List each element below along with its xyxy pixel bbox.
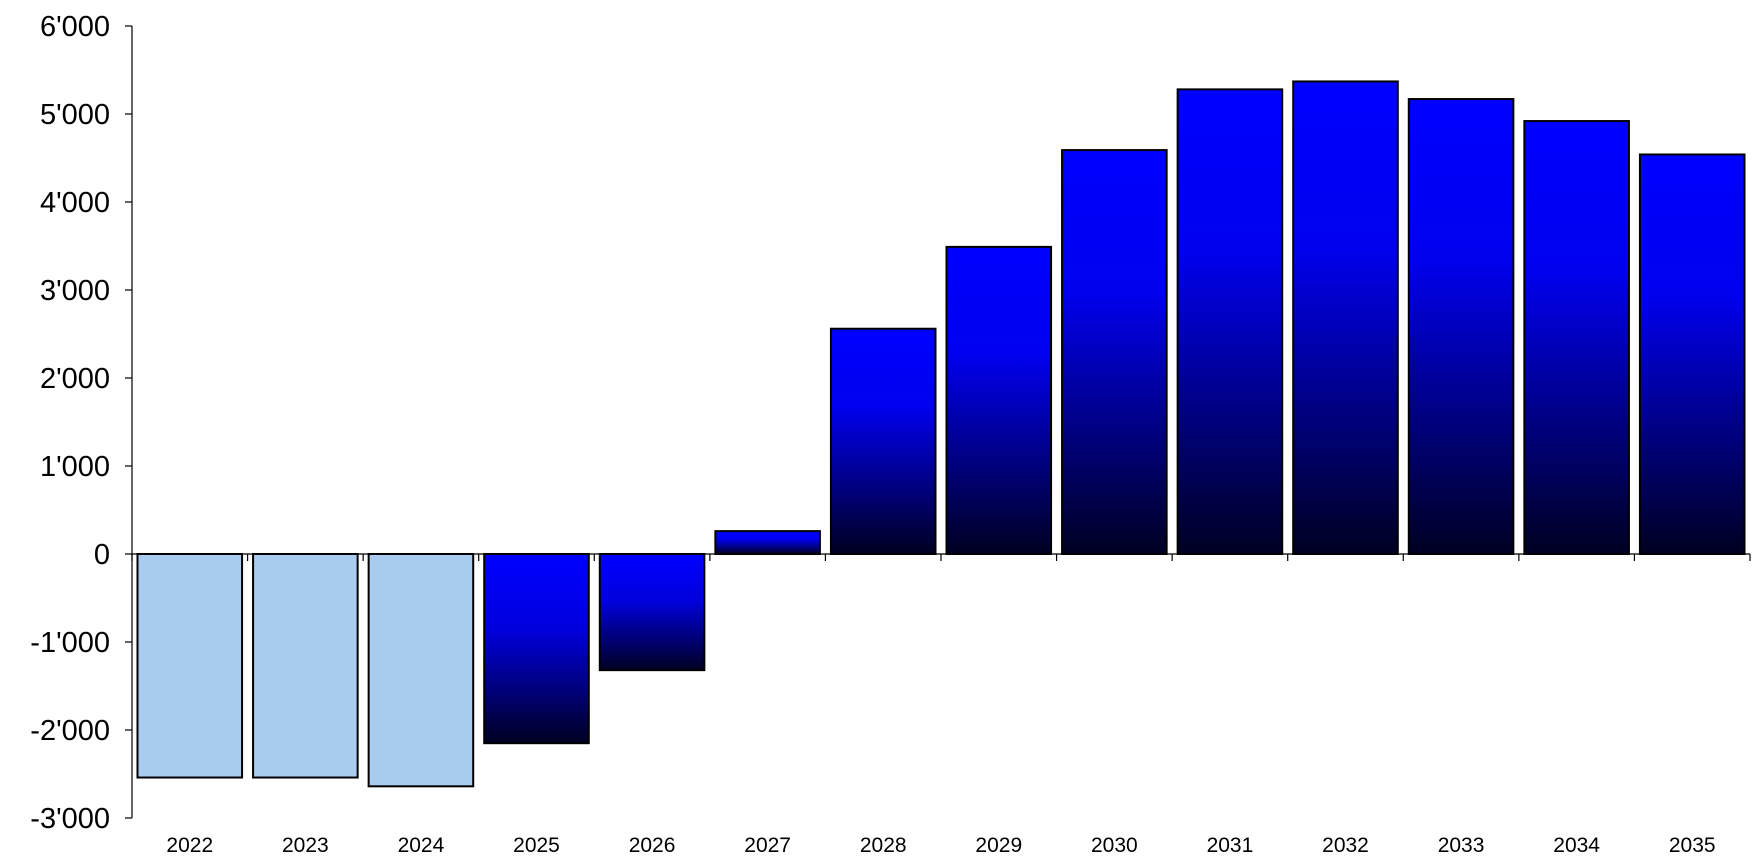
x-tick-label-2034: 2034 — [1553, 834, 1600, 857]
x-tick-label-2022: 2022 — [166, 834, 213, 857]
bar-2029 — [945, 245, 1053, 555]
bar-2033 — [1407, 98, 1515, 555]
bar-2028 — [829, 327, 937, 555]
x-tick-label-2028: 2028 — [860, 834, 907, 857]
x-tick-label-2029: 2029 — [975, 834, 1022, 857]
y-tick-label: -1'000 — [30, 627, 110, 659]
x-tick-label-2024: 2024 — [398, 834, 445, 857]
bar-2027 — [714, 530, 821, 555]
y-tick-label: 6'000 — [40, 11, 110, 43]
y-tick-label: 3'000 — [40, 275, 110, 307]
bar-2024 — [367, 553, 475, 788]
bar-2034 — [1523, 120, 1630, 555]
y-tick-label: -3'000 — [30, 803, 110, 835]
labels-layer: 6'000 5'000 4'000 3'000 2'000 1'000 0 -1'000 -2'… — [30, 11, 1715, 857]
x-tick-label-2031: 2031 — [1207, 834, 1254, 857]
bar-2022 — [136, 553, 244, 779]
x-tick-label-2032: 2032 — [1322, 834, 1369, 857]
bar-2030 — [1061, 149, 1168, 556]
bar-2035 — [1638, 153, 1746, 555]
x-tick-label-2030: 2030 — [1091, 834, 1138, 857]
bar-2026 — [598, 553, 706, 672]
bar-2023 — [252, 553, 359, 779]
y-tick-label: 4'000 — [40, 187, 110, 219]
x-tick-label-2035: 2035 — [1669, 834, 1716, 857]
y-tick-label: 1'000 — [40, 451, 110, 483]
y-tick-label: 2'000 — [40, 363, 110, 395]
x-tick-label-2023: 2023 — [282, 834, 329, 857]
bar-2032 — [1292, 80, 1399, 555]
x-tick-label-2025: 2025 — [513, 834, 560, 857]
bars-layer — [136, 80, 1746, 788]
x-tick-label-2027: 2027 — [744, 834, 791, 857]
x-tick-label-2033: 2033 — [1438, 834, 1485, 857]
y-tick-label: 5'000 — [40, 99, 110, 131]
bar-2031 — [1176, 88, 1284, 556]
bar-2025 — [483, 553, 590, 745]
y-tick-label: -2'000 — [30, 715, 110, 747]
y-tick-label: 0 — [94, 539, 110, 571]
x-tick-label-2026: 2026 — [629, 834, 676, 857]
axes-layer — [125, 25, 1751, 819]
